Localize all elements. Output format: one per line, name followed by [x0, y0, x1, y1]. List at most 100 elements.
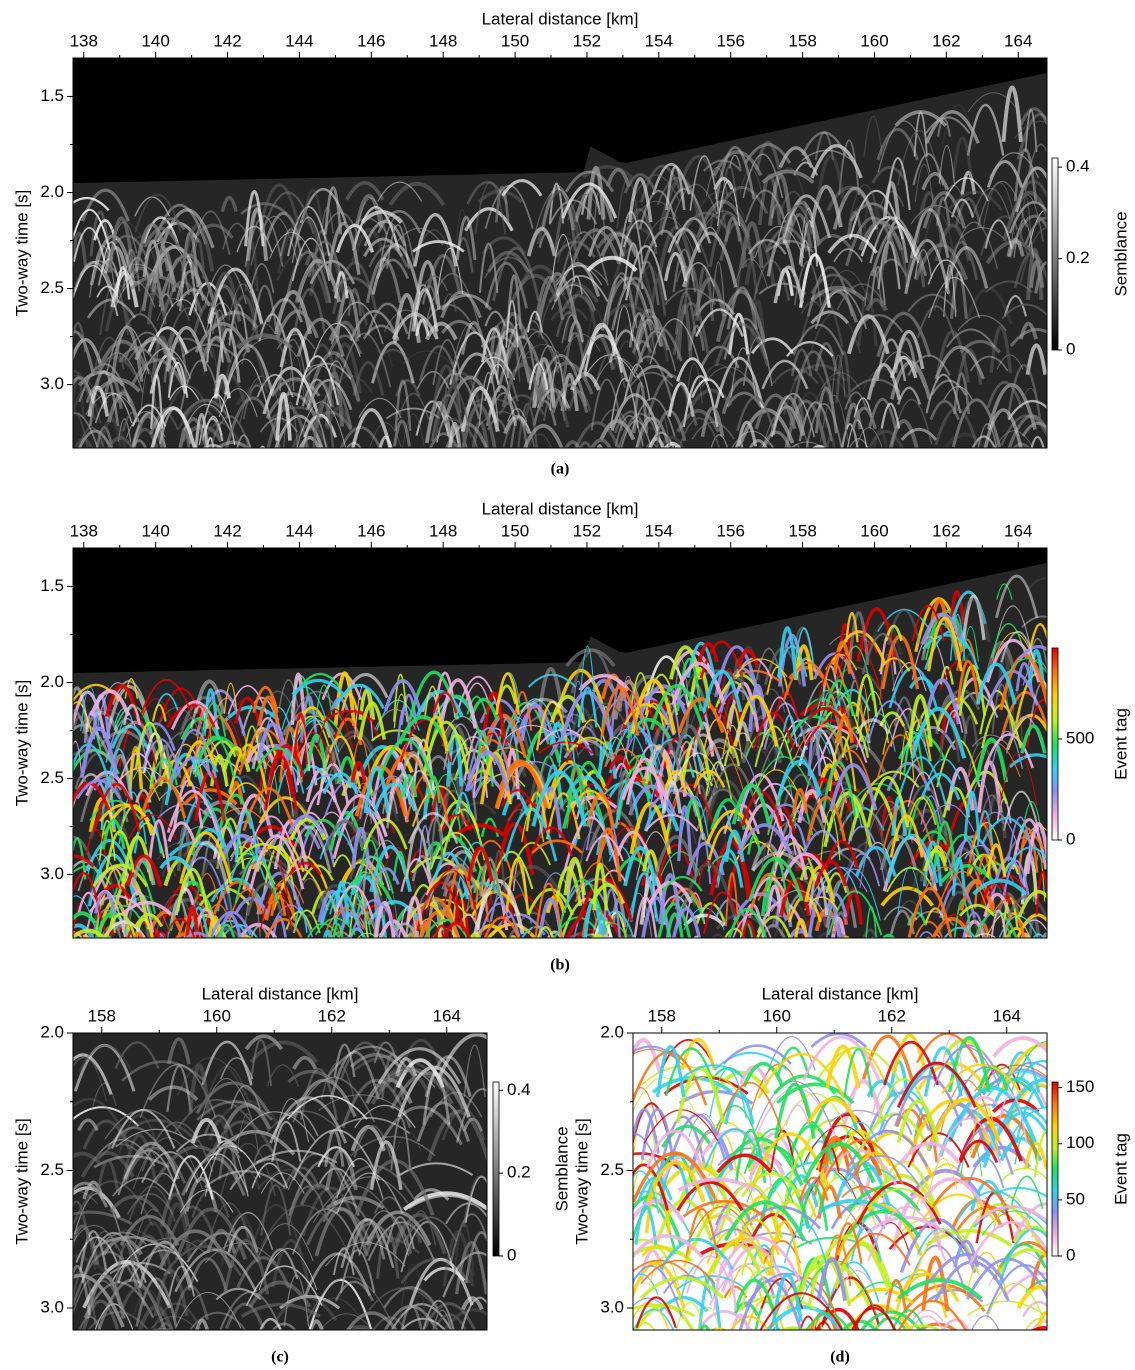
panel: 1381401421441461481501521541561581601621… — [12, 9, 1130, 501]
x-tick-label: 146 — [357, 31, 385, 50]
texture-arc — [702, 935, 734, 970]
x-tick-label: 160 — [203, 1006, 231, 1025]
colorbar-tick-label: 50 — [1066, 1189, 1085, 1208]
y-tick-label: 1.5 — [40, 576, 64, 595]
x-tick-label: 156 — [717, 521, 745, 540]
texture-arc — [1020, 934, 1057, 982]
colorbar-tick-label: 0 — [507, 1245, 516, 1264]
texture-arc — [583, 936, 615, 970]
x-tick-label: 152 — [573, 521, 601, 540]
y-tick-label: 3.0 — [40, 1297, 64, 1316]
colorbar — [1052, 648, 1058, 840]
colorbar-tick-label: 500 — [1066, 728, 1094, 747]
image — [600, 1033, 1084, 1370]
texture-arc — [671, 938, 683, 984]
texture-arc — [761, 1329, 827, 1368]
texture-arc — [914, 937, 944, 973]
figure: 1381401421441461481501521541561581601621… — [0, 0, 1135, 1370]
texture-arc — [163, 931, 204, 982]
x-tick-label: 148 — [429, 521, 457, 540]
texture-arc — [315, 932, 367, 977]
texture-arc — [251, 447, 274, 497]
texture-arc — [840, 937, 853, 949]
x-tick-label: 138 — [70, 521, 98, 540]
colorbar-tick-label: 0.2 — [1066, 248, 1090, 267]
texture-arc — [789, 1330, 829, 1361]
texture-arc — [102, 937, 117, 971]
y-tick-label: 3.0 — [40, 864, 64, 883]
x-axis-label: Lateral distance [km] — [482, 9, 639, 28]
image — [33, 1033, 515, 1368]
image — [49, 58, 1071, 502]
y-tick-label: 2.5 — [40, 278, 64, 297]
x-tick-label: 154 — [645, 521, 673, 540]
x-tick-label: 142 — [213, 31, 241, 50]
texture-arc — [732, 441, 748, 489]
colorbar-tick-label: 0 — [1066, 1245, 1075, 1264]
texture-arc — [746, 443, 788, 488]
x-tick-label: 162 — [932, 31, 960, 50]
texture-arc — [228, 937, 262, 969]
x-tick-label: 160 — [860, 31, 888, 50]
y-tick-label: 2.0 — [40, 1022, 64, 1041]
texture-arc — [920, 934, 952, 988]
x-tick-label: 144 — [285, 31, 313, 50]
caption: (a) — [551, 461, 570, 478]
colorbar-label: Event tag — [1111, 708, 1130, 780]
x-tick-label: 160 — [763, 1006, 791, 1025]
x-tick-label: 148 — [429, 31, 457, 50]
colorbar-tick-label: 0 — [1066, 829, 1075, 848]
texture-arc — [667, 446, 689, 473]
texture-arc — [949, 936, 988, 980]
texture-arc — [344, 938, 373, 978]
x-tick-label: 140 — [141, 31, 169, 50]
y-tick-label: 2.0 — [40, 672, 64, 691]
panel: 1381401421441461481501521541561581601621… — [12, 499, 1130, 989]
colorbar — [493, 1082, 499, 1256]
texture-arc — [143, 932, 176, 982]
texture-arc — [154, 934, 170, 969]
colorbar-label: Event tag — [1111, 1133, 1130, 1205]
x-tick-label: 164 — [1004, 521, 1032, 540]
texture-arc — [649, 444, 696, 497]
y-tick-label: 2.0 — [40, 182, 64, 201]
colorbar-label: Semblance — [552, 1126, 571, 1211]
panel: 158160162164Lateral distance [km]2.02.53… — [12, 984, 571, 1367]
y-axis-label: Two-way time [s] — [12, 190, 31, 317]
x-axis-label: Lateral distance [km] — [482, 499, 639, 518]
colorbar — [1052, 158, 1058, 350]
colorbar-tick-label: 100 — [1066, 1133, 1094, 1152]
texture-arc — [870, 935, 908, 975]
texture-arc — [630, 448, 652, 502]
caption: (b) — [550, 957, 570, 974]
texture-arc — [756, 1328, 833, 1354]
x-tick-label: 152 — [573, 31, 601, 50]
y-tick-label: 2.5 — [40, 768, 64, 787]
texture-arc — [691, 1326, 718, 1370]
caption: (d) — [830, 1349, 850, 1366]
texture-arc — [1014, 934, 1036, 980]
texture-arc — [592, 933, 606, 982]
texture-arc — [462, 934, 488, 978]
x-tick-label: 142 — [213, 521, 241, 540]
y-axis-label: Two-way time [s] — [572, 1118, 591, 1245]
colorbar-tick-label: 0.4 — [1066, 157, 1090, 176]
y-tick-label: 3.0 — [600, 1297, 624, 1316]
texture-arc — [1040, 934, 1053, 987]
texture-arc — [499, 936, 527, 988]
texture-arc — [319, 937, 372, 948]
x-tick-label: 162 — [878, 1006, 906, 1025]
x-tick-label: 154 — [645, 31, 673, 50]
x-tick-label: 140 — [141, 521, 169, 540]
colorbar — [1052, 1082, 1058, 1256]
texture-arc — [637, 443, 666, 482]
colorbar-label: Semblance — [1111, 211, 1130, 296]
texture-arc — [606, 936, 652, 971]
colorbar-tick-label: 0.2 — [507, 1163, 531, 1182]
x-tick-label: 162 — [318, 1006, 346, 1025]
colorbar-tick-label: 0.4 — [507, 1080, 531, 1099]
texture-arc — [277, 938, 311, 979]
texture-arc — [864, 938, 882, 980]
y-tick-label: 1.5 — [40, 86, 64, 105]
y-tick-label: 3.0 — [40, 374, 64, 393]
